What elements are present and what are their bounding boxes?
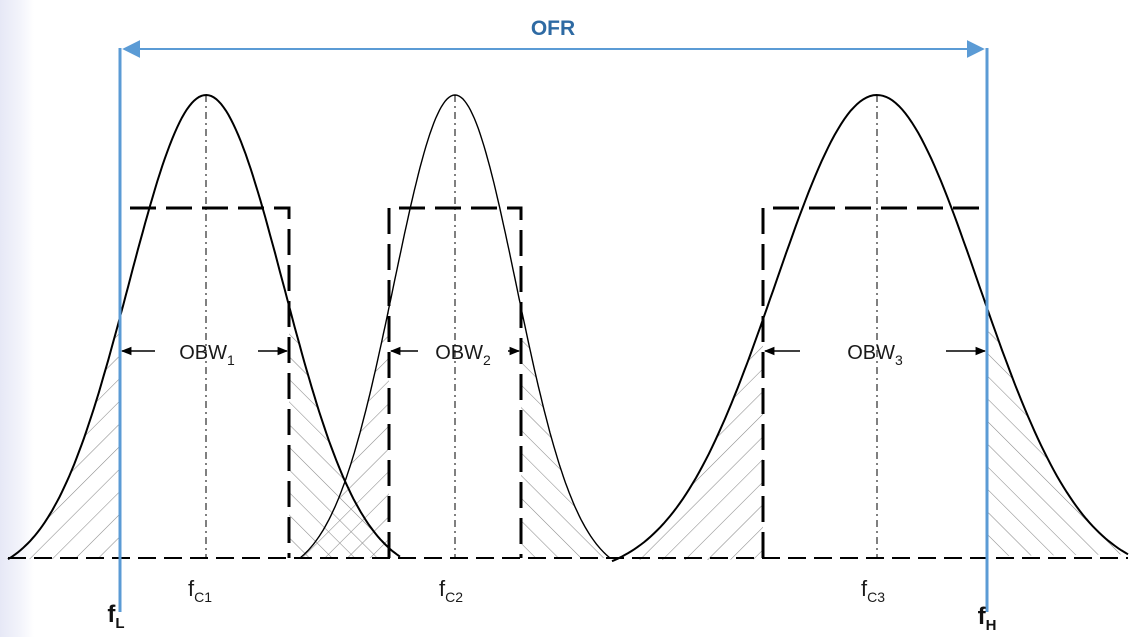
- fc2-label: fC2: [439, 576, 463, 605]
- ofr-label: OFR: [531, 17, 575, 40]
- obw3-box: [761, 206, 989, 558]
- obw2-box: [387, 206, 523, 558]
- hatch-curve3-left: [614, 319, 763, 560]
- hatched-regions: [8, 305, 1127, 560]
- hatch-curve3-right: [987, 307, 1127, 557]
- hatch-curve2-left: [300, 307, 389, 558]
- left-edge-tint: [0, 0, 34, 637]
- hatch-curve2-right: [521, 307, 610, 558]
- ofr-range: [118, 40, 989, 612]
- fc3-label: fC3: [861, 576, 885, 605]
- obw2-label: OBW2: [435, 342, 491, 368]
- hatch-curve1-left: [8, 317, 120, 560]
- signal-curve-1: [7, 93, 401, 561]
- hatch-curve1-right: [289, 305, 400, 558]
- obw3-label: OBW3: [847, 342, 903, 368]
- obw1-label: OBW1: [179, 342, 235, 368]
- obw-boxes: [118, 206, 989, 558]
- fc1-label: fC1: [188, 576, 212, 605]
- fh-label: fH: [978, 603, 997, 634]
- obw1-box: [118, 206, 291, 558]
- fl-label: fL: [107, 601, 124, 632]
- center-lines: [205, 95, 878, 558]
- signal-curve-3: [611, 93, 1129, 563]
